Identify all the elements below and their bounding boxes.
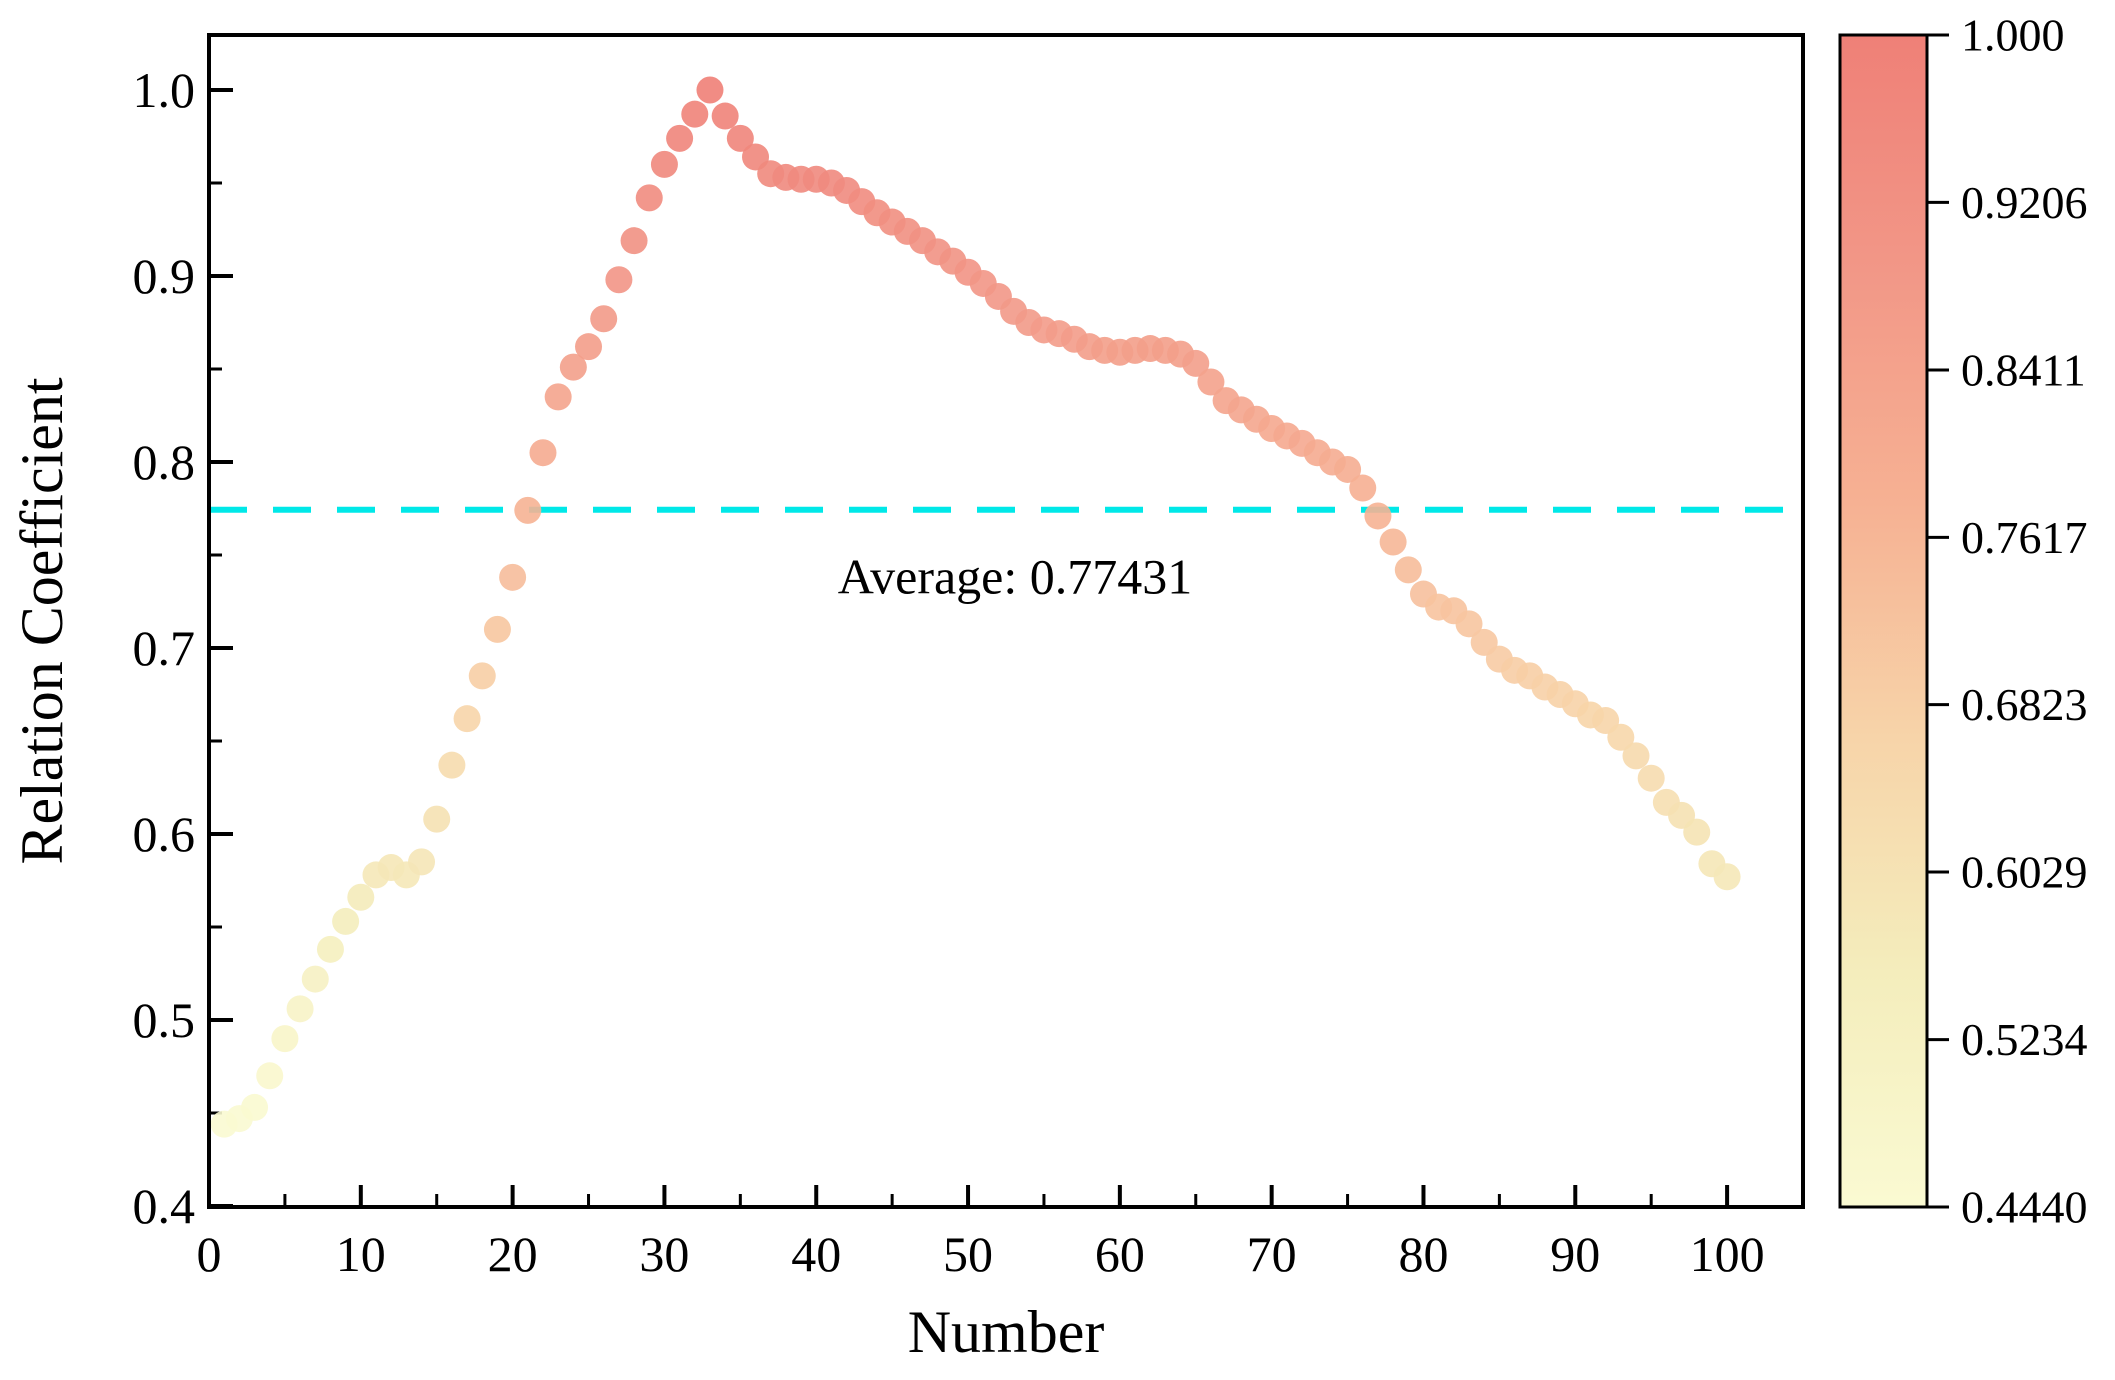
- x-tick-label: 30: [639, 1226, 689, 1282]
- data-point: [1683, 818, 1711, 846]
- data-point: [256, 1062, 284, 1090]
- colorbar-tick-label: 1.000: [1961, 10, 2065, 61]
- data-point: [332, 907, 360, 935]
- colorbar-tick-label: 0.5234: [1961, 1014, 2088, 1065]
- x-tick-label: 40: [791, 1226, 841, 1282]
- data-point: [1713, 863, 1741, 891]
- data-point: [271, 1025, 299, 1053]
- data-point: [453, 705, 481, 733]
- colorbar: 1.000 0.9206 0.8411 0.7617 0.6823 0.6029 0.523…: [1838, 10, 2088, 1233]
- x-tick-label: 90: [1550, 1226, 1600, 1282]
- y-tick-label: 0.4: [133, 1178, 196, 1234]
- y-major-ticks: [209, 88, 233, 1208]
- x-tick-label: 0: [197, 1226, 222, 1282]
- data-point: [1607, 723, 1635, 751]
- data-point: [483, 615, 511, 643]
- data-point: [1349, 474, 1377, 502]
- x-tick-label: 20: [488, 1226, 538, 1282]
- data-point: [1394, 556, 1422, 584]
- colorbar-tick-label: 0.4440: [1961, 1182, 2088, 1233]
- data-point: [529, 439, 557, 467]
- colorbar-tick-label: 0.6823: [1961, 679, 2088, 730]
- data-point: [438, 751, 466, 779]
- y-tick-label: 0.9: [133, 248, 196, 304]
- data-point: [423, 805, 451, 833]
- data-point: [575, 333, 603, 361]
- data-point: [559, 353, 587, 381]
- average-annotation: Average: 0.77431: [838, 548, 1193, 604]
- data-point: [499, 563, 527, 591]
- x-tick-label: 70: [1247, 1226, 1297, 1282]
- data-point: [514, 496, 542, 524]
- data-point: [1364, 502, 1392, 530]
- data-point: [590, 305, 618, 333]
- x-tick-labels: 0 10 20 30 40 50 60 70 80 90 100: [197, 1226, 1765, 1282]
- data-point: [468, 662, 496, 690]
- data-point: [666, 124, 694, 152]
- x-tick-label: 60: [1095, 1226, 1145, 1282]
- x-tick-label: 80: [1398, 1226, 1448, 1282]
- data-point: [1379, 528, 1407, 556]
- data-point: [620, 227, 648, 255]
- data-point: [1182, 349, 1210, 377]
- data-point: [605, 266, 633, 294]
- data-point: [301, 965, 329, 993]
- data-point: [1622, 742, 1650, 770]
- y-tick-label: 0.5: [133, 992, 196, 1048]
- data-point: [241, 1093, 269, 1121]
- colorbar-tick-labels: 1.000 0.9206 0.8411 0.7617 0.6823 0.6029 0.523…: [1961, 10, 2088, 1233]
- data-point: [696, 76, 724, 104]
- y-tick-label: 0.6: [133, 806, 196, 862]
- y-tick-label: 0.8: [133, 434, 196, 490]
- y-axis-title: Relation Coefficient: [9, 377, 75, 864]
- scatter-points: [210, 76, 1741, 1138]
- data-point: [408, 848, 436, 876]
- data-point: [681, 100, 709, 128]
- data-point: [544, 383, 572, 411]
- colorbar-tick-label: 0.9206: [1961, 177, 2088, 228]
- data-point: [1197, 368, 1225, 396]
- data-point: [1637, 764, 1665, 792]
- data-point: [286, 995, 314, 1023]
- y-tick-label: 0.7: [133, 620, 196, 676]
- data-point: [316, 935, 344, 963]
- data-point: [650, 150, 678, 178]
- colorbar-bar: [1838, 33, 1929, 1209]
- y-tick-label: 1.0: [133, 62, 196, 118]
- colorbar-tick-label: 0.6029: [1961, 847, 2088, 898]
- plot-frame: [207, 33, 1805, 1209]
- colorbar-tick-label: 0.7617: [1961, 512, 2088, 563]
- x-axis-title: Number: [908, 1299, 1105, 1365]
- x-tick-label: 50: [943, 1226, 993, 1282]
- data-point: [635, 184, 663, 212]
- data-point: [1334, 455, 1362, 483]
- data-point: [1455, 610, 1483, 638]
- colorbar-tick-label: 0.8411: [1961, 344, 2086, 395]
- y-tick-labels: 0.4 0.5 0.6 0.7 0.8 0.9 1.0: [133, 62, 196, 1234]
- x-tick-label: 10: [336, 1226, 386, 1282]
- data-point: [347, 883, 375, 911]
- colorbar-ticks: [1927, 33, 1949, 1209]
- x-minor-ticks: [283, 1194, 1653, 1207]
- data-point: [711, 102, 739, 130]
- data-point: [726, 124, 754, 152]
- x-tick-label: 100: [1690, 1226, 1765, 1282]
